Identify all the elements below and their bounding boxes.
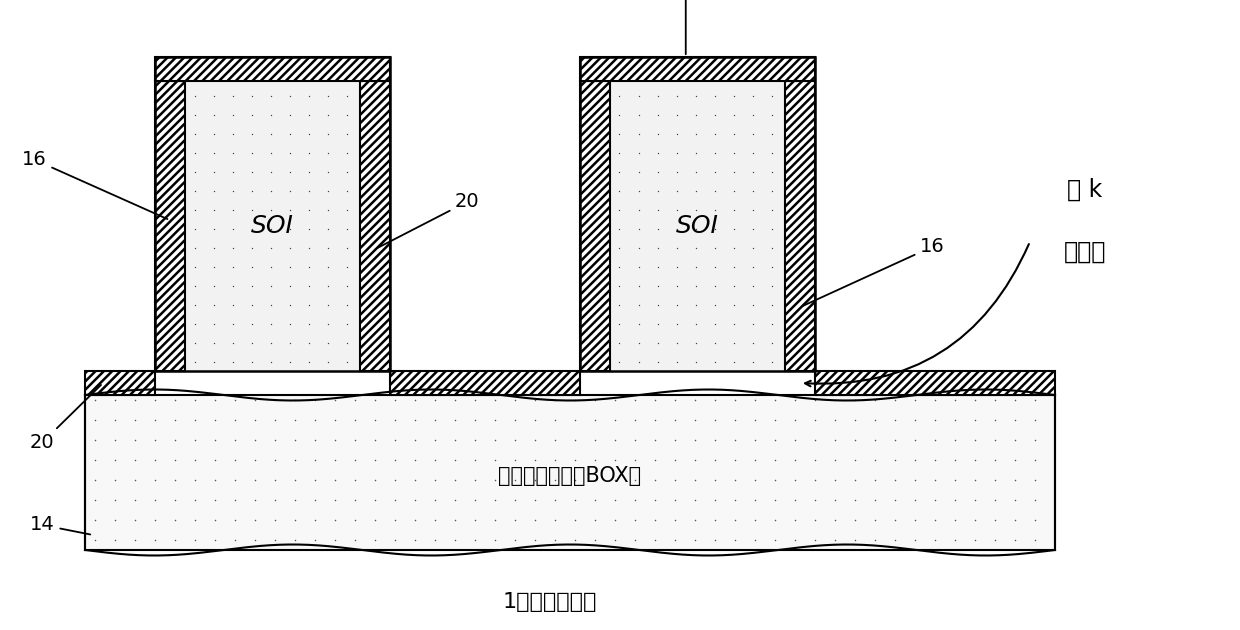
Bar xyxy=(785,81,815,371)
Bar xyxy=(86,395,1055,550)
Text: 16: 16 xyxy=(802,238,945,306)
Bar xyxy=(155,57,391,81)
Text: 16: 16 xyxy=(22,150,167,219)
Bar xyxy=(610,81,785,371)
Bar xyxy=(155,57,391,371)
Text: 1）电介质形成: 1）电介质形成 xyxy=(502,592,598,612)
Text: SOI: SOI xyxy=(250,214,294,238)
Text: SOI: SOI xyxy=(676,214,719,238)
Text: 20: 20 xyxy=(673,0,698,54)
Bar xyxy=(391,371,580,395)
Bar xyxy=(185,81,360,371)
Bar xyxy=(815,371,1055,395)
Bar xyxy=(580,57,815,81)
Text: 掩埋的氧化物（BOX）: 掩埋的氧化物（BOX） xyxy=(498,466,641,486)
Bar xyxy=(86,371,155,395)
Text: 高 k: 高 k xyxy=(1068,178,1102,202)
Text: 电介质: 电介质 xyxy=(1064,239,1106,263)
Bar xyxy=(155,81,185,371)
Text: 20: 20 xyxy=(30,385,100,452)
Bar xyxy=(360,81,391,371)
Bar xyxy=(580,81,610,371)
Bar xyxy=(580,57,815,371)
Text: 20: 20 xyxy=(377,192,480,248)
Text: 14: 14 xyxy=(30,515,91,534)
